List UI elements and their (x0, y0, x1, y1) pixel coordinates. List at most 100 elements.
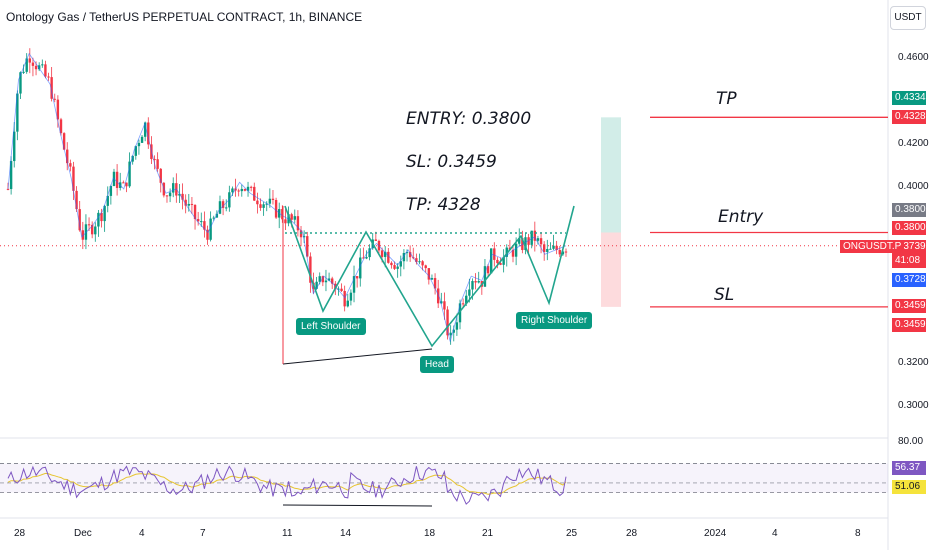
candle-body (427, 268, 431, 280)
rsi-ma-tag: 51.06 (892, 480, 926, 494)
candle-body (331, 278, 334, 284)
entry-line-tag: 0.3800 (892, 221, 926, 235)
candle-body (249, 186, 253, 188)
candle-body (125, 182, 128, 187)
candle-body (486, 266, 490, 274)
candle-body (536, 238, 540, 241)
candle-body (558, 250, 561, 255)
candle-body (368, 248, 371, 258)
candle-body (468, 289, 471, 296)
candle-body (203, 221, 206, 230)
candle-body (306, 236, 309, 257)
time-axis-label: 11 (282, 528, 293, 539)
candle-body (253, 186, 256, 201)
candle-body (221, 201, 225, 208)
candle-body (153, 159, 156, 161)
candle-body (408, 252, 412, 258)
sl-price-tag-2: 0.3459 (892, 318, 926, 332)
time-axis-label: 8 (855, 528, 861, 539)
candle-body (215, 213, 219, 218)
candle-body (533, 230, 537, 241)
candle-body (274, 200, 278, 218)
candle-body (78, 209, 81, 231)
currency-button[interactable]: USDT (890, 6, 926, 30)
profit-zone (601, 117, 621, 233)
candle-body (287, 214, 290, 224)
candle-body (237, 190, 240, 192)
candle-body (290, 214, 293, 220)
candle-body (293, 216, 296, 220)
candle-body (181, 193, 184, 200)
candle-body (302, 236, 306, 238)
blue-price-tag: 0.3728 (892, 273, 926, 287)
candle-body (415, 258, 418, 263)
candle-body (433, 278, 437, 289)
candle-body (50, 77, 53, 99)
candle-body (524, 237, 527, 251)
candle-body (184, 199, 187, 206)
candle-body (19, 72, 22, 94)
candle-body (13, 131, 16, 162)
candle-body (53, 98, 56, 100)
candle-body (59, 119, 63, 134)
candle-body (178, 193, 181, 196)
candle-body (41, 64, 44, 66)
candle-body (265, 203, 268, 205)
candle-body (539, 238, 543, 245)
candle-body (296, 216, 300, 231)
candle-body (418, 261, 421, 263)
tp-note: TP: 4328 (406, 195, 481, 215)
price-axis-label: 0.4600 (898, 52, 929, 63)
candle-body (527, 237, 530, 245)
rsi-value-tag: 56.37 (892, 461, 926, 475)
candle-body (81, 230, 85, 240)
candle-body (225, 207, 228, 209)
sl-note: SL: 0.3459 (406, 152, 497, 172)
candle-body (383, 251, 387, 257)
candle-body (465, 295, 468, 304)
time-axis-label: 28 (626, 528, 638, 539)
candle-body (168, 192, 172, 197)
candle-body (143, 122, 147, 137)
candle-body (115, 171, 119, 188)
time-axis-label: 4 (772, 528, 778, 539)
candle-body (97, 212, 100, 227)
candle-body (359, 257, 362, 279)
candle-body (240, 188, 243, 192)
rsi-trendline (282, 504, 433, 507)
candle-body (324, 280, 328, 283)
candle-body (193, 204, 197, 220)
candle-body (100, 212, 103, 222)
price-axis-label: 0.3000 (898, 400, 929, 411)
candle-body (284, 219, 287, 224)
time-axis-label: 14 (340, 528, 352, 539)
candle-body (90, 224, 94, 235)
candle-body (231, 188, 234, 193)
moving-average-line (7, 52, 567, 342)
time-axis-label: 21 (482, 528, 494, 539)
candle-body (137, 142, 141, 147)
candle-body (122, 182, 125, 184)
candle-body (299, 230, 303, 238)
candle-body (259, 204, 262, 208)
candle-body (555, 245, 558, 251)
right-shoulder-label: Right Shoulder (516, 312, 593, 329)
candle-body (349, 292, 353, 301)
candle-body (56, 99, 60, 120)
symbol-tag: ONGUSDT.P (840, 240, 905, 253)
candle-body (474, 281, 477, 283)
candle-body (511, 249, 515, 257)
candle-body (134, 146, 138, 156)
price-axis-label: 0.3200 (898, 357, 929, 368)
candle-body (505, 247, 508, 257)
candle-body (131, 155, 134, 162)
candle-body (483, 266, 487, 287)
candle-body (477, 281, 480, 283)
candle-body (489, 248, 493, 274)
candle-body (355, 276, 359, 279)
candle-body (281, 209, 284, 220)
candle-body (268, 198, 272, 204)
candle-body (424, 265, 427, 269)
candle-body (87, 224, 91, 226)
